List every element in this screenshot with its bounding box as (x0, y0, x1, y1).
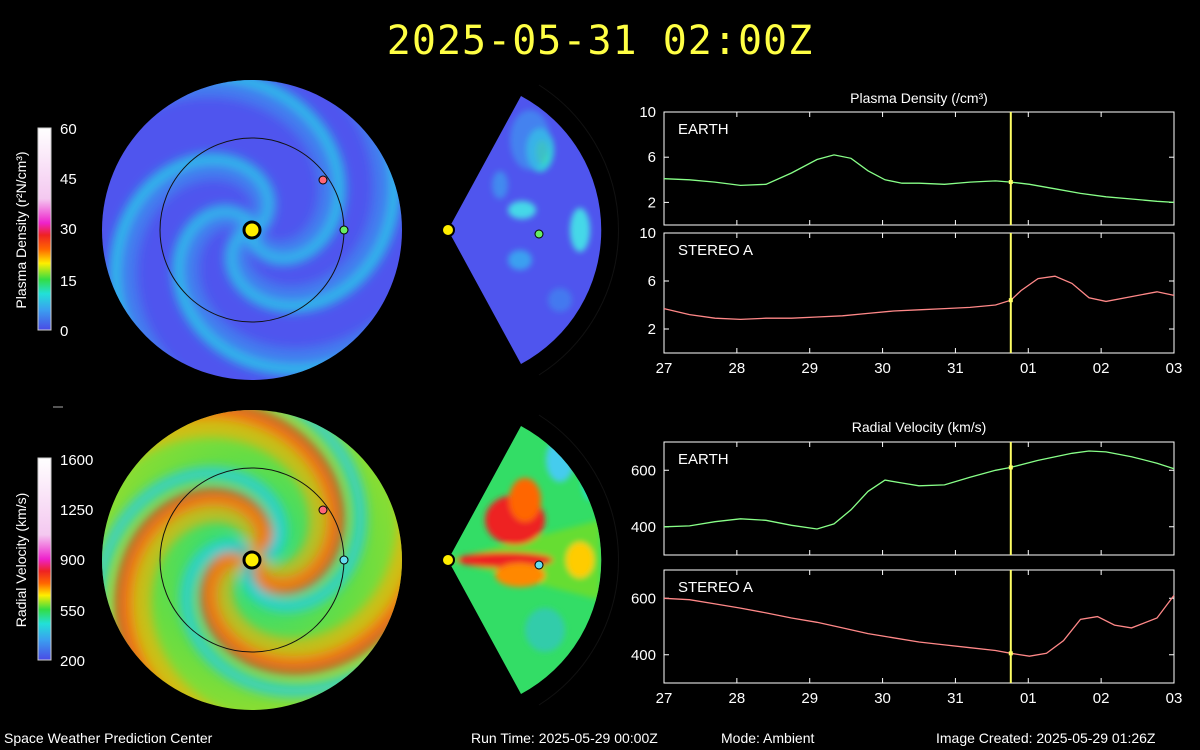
panel-label: STEREO A (678, 242, 753, 259)
density-colorbar-tick: 30 (60, 221, 77, 238)
plot-frame (663, 441, 1175, 556)
stereo-a-marker (318, 505, 328, 515)
time-series-panel: 2 6 10 EARTH (639, 104, 1175, 226)
velocity-meridional-wedge (441, 414, 619, 706)
current-time-point (1008, 180, 1013, 185)
footer: Space Weather Prediction Center Run Time… (0, 728, 1200, 750)
y-tick-label: 2 (648, 194, 656, 211)
velocity-colorbar-tick: 900 (60, 552, 85, 569)
x-tick-label: 30 (874, 690, 891, 707)
sun-marker (242, 550, 262, 570)
series-line (663, 154, 1175, 204)
x-tick-label: 27 (656, 690, 673, 707)
x-tick-label: 03 (1166, 360, 1183, 377)
earth-marker (339, 555, 349, 565)
velocity-colorbar-tick: 1600 (60, 452, 93, 469)
current-time-point (1008, 298, 1013, 303)
x-tick-label: 31 (947, 360, 964, 377)
x-tick-label: 01 (1020, 690, 1037, 707)
density-colorbar: 60 45 30 15 0 Plasma Density (r²N/cm³) (13, 121, 77, 340)
time-series-panel: 2 6 10 STEREO A (639, 225, 1175, 354)
y-tick-label: 600 (631, 462, 656, 479)
x-tick-label: 02 (1093, 690, 1110, 707)
time-series-plots: Plasma Density (/cm³) 2 6 10 EARTH 2 6 10 STEREO… (631, 90, 1182, 707)
y-tick-label: 6 (648, 273, 656, 290)
time-series-panel: 400 600 STEREO A (631, 569, 1175, 684)
x-tick-label: 30 (874, 360, 891, 377)
density-meridional-wedge (441, 84, 619, 376)
sun-marker (441, 553, 455, 567)
x-tick-label: 29 (801, 360, 818, 377)
wsa-enlil-visualization: 60 45 30 15 0 Plasma Density (r²N/cm³) 1… (13, 80, 1182, 710)
density-colorbar-label: Plasma Density (r²N/cm³) (13, 151, 29, 308)
panel-label: EARTH (678, 121, 729, 138)
density-colorbar-tick: 60 (60, 121, 77, 138)
velocity-colorbar-tick: 550 (60, 603, 85, 620)
plot-frame (663, 569, 1175, 684)
x-tick-label: 03 (1166, 690, 1183, 707)
time-series-chart: Radial Velocity (km/s) 400 600 EARTH 400 600 S… (631, 419, 1182, 707)
chart-title: 2025-05-31 02:00Z (386, 18, 814, 64)
x-tick-label: 28 (729, 360, 746, 377)
panel-label: STEREO A (678, 579, 753, 596)
x-tick-label: 31 (947, 690, 964, 707)
plot-frame (663, 111, 1175, 226)
earth-marker (534, 229, 544, 239)
y-tick-label: 10 (639, 225, 656, 242)
y-tick-label: 10 (639, 104, 656, 121)
y-tick-label: 600 (631, 590, 656, 607)
x-tick-label: 02 (1093, 360, 1110, 377)
sun-marker (441, 223, 455, 237)
current-time-point (1008, 651, 1013, 656)
velocity-colorbar: 1600 1250 900 550 200 Radial Velocity (k… (13, 452, 93, 670)
time-series-panel: 400 600 EARTH (631, 441, 1175, 556)
density-colorbar-tick: 15 (60, 273, 77, 290)
y-tick-label: 2 (648, 321, 656, 338)
footer-image-created: Image Created: 2025-05-29 01:26Z (936, 730, 1156, 746)
y-tick-label: 400 (631, 519, 656, 536)
earth-marker (339, 225, 349, 235)
x-tick-label: 01 (1020, 360, 1037, 377)
current-time-point (1008, 465, 1013, 470)
footer-run-time: Run Time: 2025-05-29 00:00Z (471, 730, 658, 746)
velocity-colorbar-tick: 200 (60, 653, 85, 670)
panel-label: EARTH (678, 451, 729, 468)
y-tick-label: 6 (648, 149, 656, 166)
sun-marker (242, 220, 262, 240)
y-tick-label: 400 (631, 647, 656, 664)
plot-frame (663, 232, 1175, 354)
earth-marker (534, 560, 544, 570)
density-colorbar-tick: 45 (60, 171, 77, 188)
stereo-a-marker (318, 175, 328, 185)
velocity-ecliptic-disk (102, 410, 402, 710)
velocity-colorbar-tick: 1250 (60, 502, 93, 519)
series-line (663, 595, 1175, 657)
footer-mode: Mode: Ambient (721, 730, 815, 746)
velocity-colorbar-label: Radial Velocity (km/s) (13, 493, 29, 628)
x-tick-label: 29 (801, 690, 818, 707)
x-tick-label: 27 (656, 360, 673, 377)
time-series-chart: Plasma Density (/cm³) 2 6 10 EARTH 2 6 10 STEREO… (639, 90, 1182, 377)
footer-organization: Space Weather Prediction Center (4, 730, 213, 746)
x-tick-label: 28 (729, 690, 746, 707)
density-colorbar-tick: 0 (60, 323, 68, 340)
chart-panel-title: Radial Velocity (km/s) (852, 419, 987, 435)
series-line (663, 450, 1175, 530)
density-ecliptic-disk (102, 80, 402, 380)
chart-panel-title: Plasma Density (/cm³) (850, 90, 988, 106)
series-line (663, 275, 1175, 321)
